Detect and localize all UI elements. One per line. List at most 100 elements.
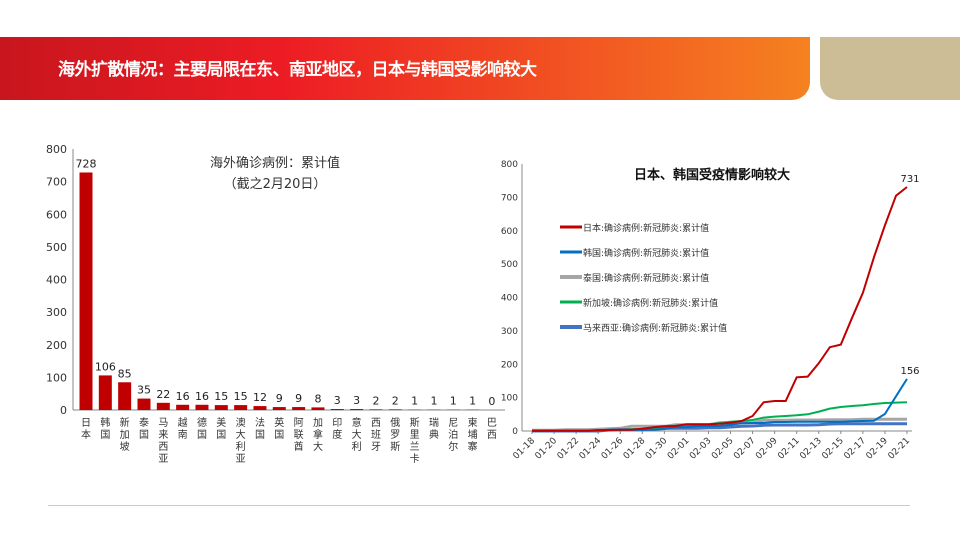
legend-label: 泰国:确诊病例:新冠肺炎:累计值 xyxy=(583,272,709,284)
header-accent xyxy=(820,37,960,100)
x-tick-label: 尼泊尔 xyxy=(448,417,458,453)
y-tick-label: 800 xyxy=(501,160,518,170)
page-title: 海外扩散情况：主要局限在东、南亚地区，日本与韩国受影响较大 xyxy=(58,60,537,80)
bar xyxy=(369,409,383,410)
y-tick-label: 600 xyxy=(501,227,518,237)
bar xyxy=(176,404,190,410)
x-tick-label: 02-09 xyxy=(754,436,780,462)
bar xyxy=(292,407,306,410)
bar-chart-title: 海外确诊病例：累计值 xyxy=(210,155,340,171)
x-tick-label: 阿联酋 xyxy=(294,417,304,453)
x-tick-label: 印度 xyxy=(332,417,342,441)
data-label: 106 xyxy=(95,360,116,373)
x-tick-label: 德国 xyxy=(197,416,207,441)
y-tick-label: 800 xyxy=(46,143,67,156)
bar xyxy=(79,172,93,410)
end-label: 156 xyxy=(900,366,919,377)
data-label: 35 xyxy=(137,384,151,397)
x-tick-label: 01-30 xyxy=(644,436,670,462)
bar-chart-subtitle: （截之2月20日） xyxy=(224,177,327,192)
bar xyxy=(311,407,325,410)
header-bar xyxy=(0,37,810,100)
bar xyxy=(253,406,267,410)
x-tick-label: 02-13 xyxy=(798,436,824,462)
x-tick-label: 斯里兰卡 xyxy=(410,416,420,465)
bar xyxy=(388,409,402,410)
data-label: 3 xyxy=(334,394,341,407)
y-tick-label: 300 xyxy=(46,306,67,319)
y-tick-label: 400 xyxy=(46,274,67,287)
x-tick-label: 02-15 xyxy=(820,436,846,462)
data-label: 3 xyxy=(353,394,360,407)
x-tick-label: 越南 xyxy=(178,416,188,441)
y-tick-label: 300 xyxy=(501,327,518,337)
x-tick-label: 日本 xyxy=(81,418,91,441)
x-tick-label: 英国 xyxy=(274,416,284,441)
bar xyxy=(156,402,170,410)
data-label: 16 xyxy=(195,390,209,403)
x-tick-label: 柬埔寨 xyxy=(468,417,478,453)
bar xyxy=(350,409,364,410)
x-tick-label: 西班牙 xyxy=(371,418,381,453)
x-tick-label: 美国 xyxy=(216,416,226,441)
x-tick-label: 02-07 xyxy=(732,436,758,462)
x-tick-label: 瑞典 xyxy=(429,417,439,441)
data-label: 16 xyxy=(176,390,190,403)
series-line xyxy=(532,186,908,432)
x-tick-label: 俄罗斯 xyxy=(390,417,400,453)
data-label: 1 xyxy=(450,395,457,408)
data-label: 85 xyxy=(118,367,132,380)
y-tick-label: 100 xyxy=(46,371,67,384)
y-tick-label: 0 xyxy=(512,427,518,437)
x-tick-label: 01-18 xyxy=(512,436,538,462)
data-label: 0 xyxy=(488,395,495,408)
data-label: 15 xyxy=(214,390,228,403)
x-tick-label: 巴西 xyxy=(487,417,497,441)
x-tick-label: 02-21 xyxy=(887,436,913,462)
bar xyxy=(98,375,112,410)
y-tick-label: 500 xyxy=(46,241,67,254)
data-label: 1 xyxy=(469,395,476,408)
line-chart-title: 日本、韩国受疫情影响较大 xyxy=(634,167,790,183)
x-tick-label: 02-19 xyxy=(864,436,890,462)
x-tick-label: 韩国 xyxy=(100,416,110,441)
legend-label: 韩国:确诊病例:新冠肺炎:累计值 xyxy=(583,247,709,259)
x-tick-label: 02-11 xyxy=(776,436,802,462)
y-tick-label: 0 xyxy=(60,404,67,417)
x-tick-label: 加拿大 xyxy=(313,417,323,453)
end-label: 731 xyxy=(900,174,919,185)
y-tick-label: 600 xyxy=(46,208,67,221)
data-label: 8 xyxy=(314,392,321,405)
y-tick-label: 500 xyxy=(501,260,518,270)
legend-label: 日本:确诊病例:新冠肺炎:累计值 xyxy=(583,222,709,234)
bar xyxy=(234,405,248,410)
y-tick-label: 200 xyxy=(501,360,518,370)
bar xyxy=(214,405,228,410)
x-tick-label: 01-28 xyxy=(622,436,648,462)
data-label: 15 xyxy=(234,390,248,403)
data-label: 9 xyxy=(276,392,283,405)
y-tick-label: 400 xyxy=(501,294,518,304)
data-label: 22 xyxy=(156,388,170,401)
legend-label: 马来西亚:确诊病例:新冠肺炎:累计值 xyxy=(583,322,727,334)
data-label: 728 xyxy=(76,157,97,170)
x-tick-label: 01-26 xyxy=(600,436,626,462)
x-tick-label: 02-05 xyxy=(710,436,736,462)
data-label: 12 xyxy=(253,391,267,404)
x-tick-label: 泰国 xyxy=(139,416,149,441)
data-label: 2 xyxy=(392,394,399,407)
data-label: 1 xyxy=(430,395,437,408)
x-tick-label: 01-20 xyxy=(534,436,560,462)
y-tick-label: 700 xyxy=(501,193,518,203)
y-tick-label: 700 xyxy=(46,176,67,189)
bar xyxy=(330,409,344,410)
x-tick-label: 意大利 xyxy=(352,416,362,453)
y-tick-label: 100 xyxy=(501,394,518,404)
footer-divider xyxy=(48,505,910,506)
data-label: 1 xyxy=(411,395,418,408)
data-label: 9 xyxy=(295,392,302,405)
bar xyxy=(195,404,209,410)
x-tick-label: 02-03 xyxy=(688,436,714,462)
y-tick-label: 200 xyxy=(46,339,67,352)
legend-label: 新加坡:确诊病例:新冠肺炎:累计值 xyxy=(583,297,718,309)
